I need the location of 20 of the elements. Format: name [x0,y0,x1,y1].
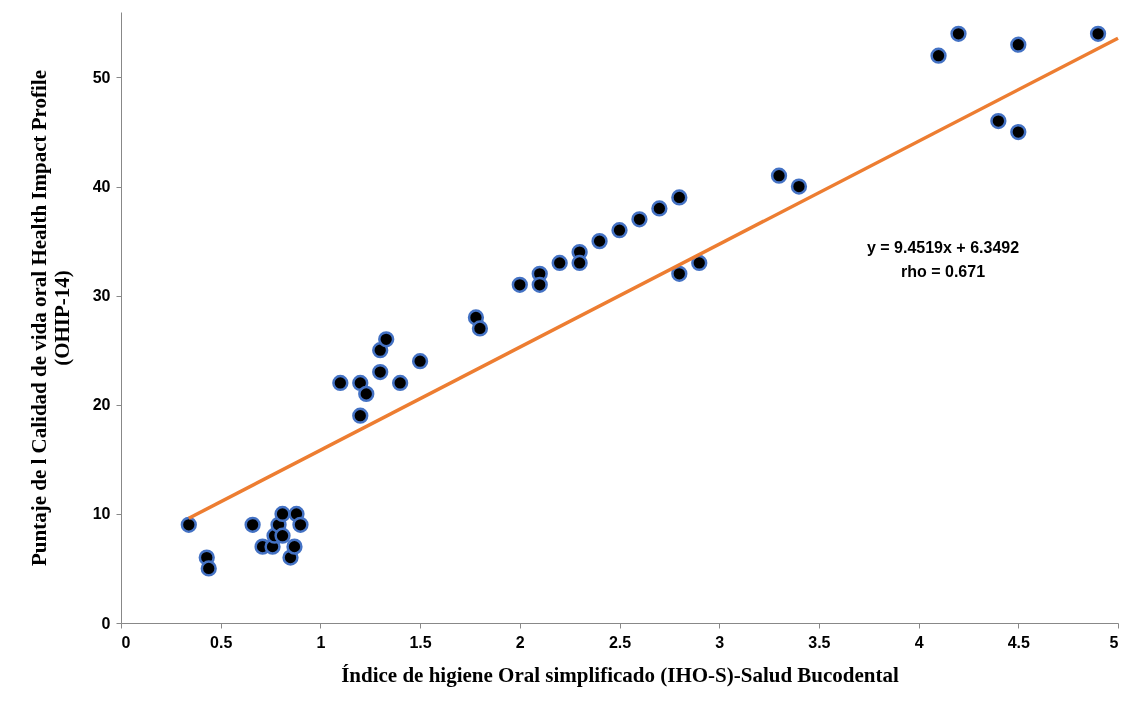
x-tick-label: 3 [715,633,725,651]
x-tick-label: 3.5 [808,633,831,651]
y-axis-title: Puntaje de l Calidad de vida oral Health Impact Profile (OHIP-14) [26,69,74,567]
x-tick-label: 0.5 [210,633,233,651]
x-tick-label: 0 [121,633,131,651]
y-tick-label: 10 [92,505,111,523]
x-tick-label: 4.5 [1007,633,1031,651]
y-tick-label: 30 [92,287,111,305]
x-tick-label: 2 [515,633,525,651]
x-tick-label: 2.5 [608,633,632,651]
y-tick-label: 40 [92,178,111,196]
x-tick-label: 5 [1109,633,1119,651]
x-tick-label: 1.5 [409,633,432,651]
x-axis-title: Índice de higiene Oral simplificado (IHO-S)-Salud Bucodental [341,662,900,687]
x-tick-label: 4 [914,633,924,651]
y-tick-label: 20 [92,396,111,414]
x-tick-label: 1 [316,633,326,651]
y-tick-label: 50 [92,68,111,86]
y-tick-label: 0 [101,614,111,632]
annotation: y = 9.4519x + 6.3492 rho = 0.671 [866,239,1020,280]
